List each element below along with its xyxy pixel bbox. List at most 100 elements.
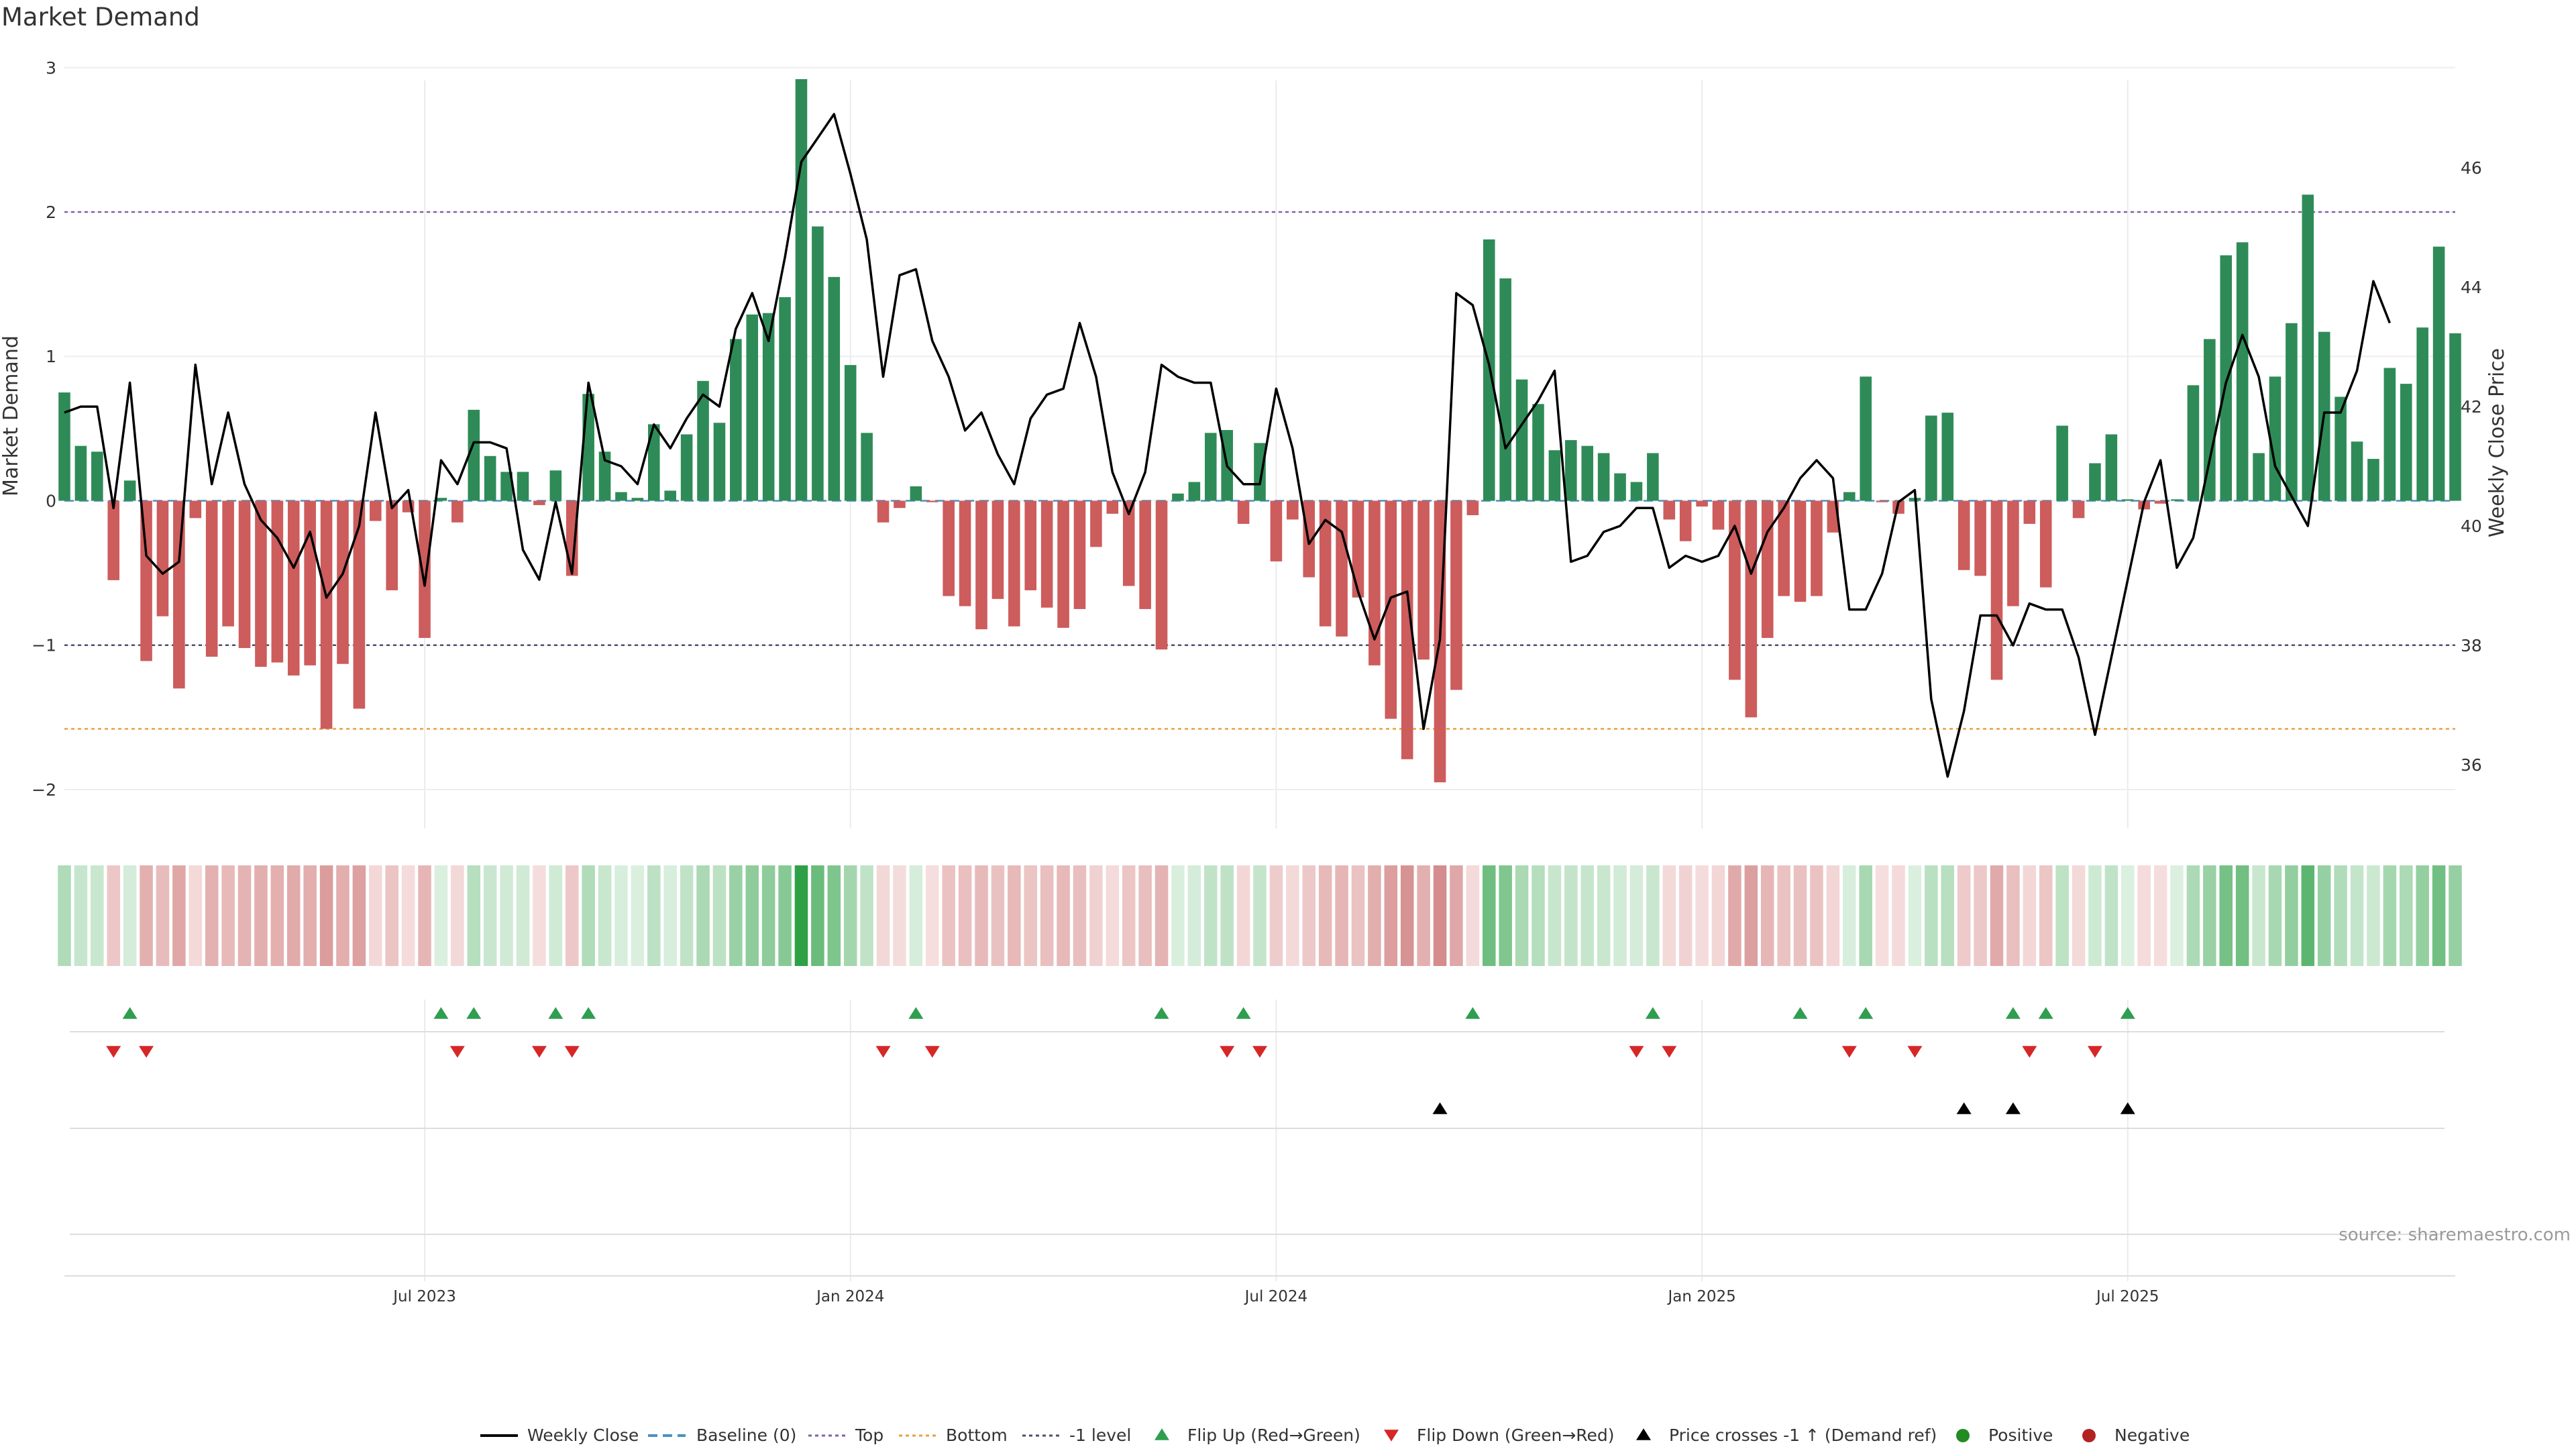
- y-tick-label: −2: [32, 780, 56, 800]
- demand-bar: [353, 500, 366, 709]
- flip-down-marker: [106, 1046, 121, 1058]
- demand-bar: [173, 500, 185, 689]
- heat-cell: [156, 865, 170, 966]
- demand-bar: [2105, 434, 2118, 501]
- heat-cell: [712, 865, 727, 966]
- heat-cell: [2072, 865, 2086, 966]
- demand-bar: [2007, 500, 2019, 606]
- demand-bar: [2416, 327, 2428, 501]
- demand-bar: [1974, 500, 1986, 576]
- demand-bar: [615, 492, 627, 501]
- demand-bar: [1254, 443, 1266, 501]
- flip-down-marker: [1907, 1046, 1923, 1058]
- heat-cell: [254, 865, 268, 966]
- demand-bar: [1712, 500, 1725, 530]
- flip-up-marker: [1465, 1007, 1481, 1019]
- heat-cell: [1138, 865, 1152, 966]
- flip-down-marker: [1662, 1046, 1677, 1058]
- demand-bar: [1597, 453, 1610, 501]
- legend-label: Weekly Close: [527, 1426, 639, 1445]
- demand-bar: [812, 226, 824, 501]
- heat-cell: [1351, 865, 1365, 966]
- heat-cell: [1580, 865, 1594, 966]
- close-price-line: [64, 113, 2392, 778]
- heat-cell: [140, 865, 153, 966]
- heat-cell: [1974, 865, 1987, 966]
- y2-tick-label: 46: [2461, 158, 2482, 178]
- demand-bar: [598, 451, 611, 501]
- demand-bar: [1417, 500, 1430, 660]
- demand-bar: [1811, 500, 1823, 596]
- demand-bar: [271, 500, 284, 663]
- demand-bar: [1565, 440, 1577, 501]
- demand-bar: [370, 500, 382, 521]
- y2-tick-label: 42: [2461, 397, 2482, 417]
- demand-bar: [386, 500, 398, 590]
- heat-cell: [2137, 865, 2151, 966]
- demand-bar: [680, 434, 693, 501]
- heat-cell: [1204, 865, 1218, 966]
- heat-cell: [2285, 865, 2298, 966]
- demand-bar: [1450, 500, 1462, 690]
- heat-cell: [2252, 865, 2265, 966]
- heat-cell: [1859, 865, 1872, 966]
- demand-bar: [337, 500, 349, 664]
- demand-bar: [1761, 500, 1774, 638]
- demand-bar: [2220, 255, 2233, 501]
- demand-bar: [1663, 500, 1676, 520]
- demand-heat-strip: [58, 865, 2462, 966]
- demand-bar: [1122, 500, 1135, 586]
- demand-bar: [1090, 500, 1102, 547]
- heat-cell: [451, 865, 464, 966]
- heat-cell: [1269, 865, 1283, 966]
- flip-up-marker: [466, 1007, 482, 1019]
- demand-bar: [795, 78, 808, 501]
- heat-cell: [319, 865, 333, 966]
- flip-up-marker: [548, 1007, 564, 1019]
- demand-bar: [926, 500, 938, 502]
- demand-bar: [549, 470, 562, 501]
- demand-bar: [861, 433, 873, 501]
- price-cross-marker: [1956, 1102, 1972, 1114]
- heat-cell: [1957, 865, 1971, 966]
- heat-cell: [2170, 865, 2184, 966]
- heat-cell: [385, 865, 398, 966]
- demand-bar: [435, 498, 447, 501]
- demand-bar: [1287, 500, 1299, 520]
- demand-bar: [762, 313, 775, 501]
- demand-bar: [2367, 459, 2379, 501]
- heat-cell: [1286, 865, 1299, 966]
- source-note: source: sharemaestro.com: [2339, 1225, 2571, 1245]
- heat-cell: [2039, 865, 2053, 966]
- demand-bar: [877, 500, 890, 523]
- demand-bar: [1679, 500, 1692, 541]
- heat-cell: [582, 865, 595, 966]
- flip-up-marker: [1792, 1007, 1808, 1019]
- y2-tick-label: 36: [2461, 755, 2482, 775]
- flip-down-marker: [2022, 1046, 2037, 1058]
- demand-bar: [1532, 404, 1544, 501]
- legend-label: Top: [855, 1426, 883, 1445]
- heat-cell: [1908, 865, 1922, 966]
- heat-cell: [1024, 865, 1038, 966]
- heat-cell: [1057, 865, 1070, 966]
- heat-cell: [467, 865, 481, 966]
- flip-up-marker: [581, 1007, 596, 1019]
- price-cross-swatch: [1636, 1428, 1651, 1440]
- demand-bar: [1401, 500, 1413, 759]
- demand-bar: [648, 424, 660, 501]
- x-tick-label: Jul 2023: [392, 1288, 456, 1305]
- heat-cell: [2235, 865, 2249, 966]
- heat-cell: [2186, 865, 2200, 966]
- y2-tick-label: 38: [2461, 636, 2482, 655]
- demand-bar: [2023, 500, 2036, 524]
- weekly-close-line: [64, 113, 2392, 778]
- heat-cell: [352, 865, 366, 966]
- heat-cell: [2449, 865, 2462, 966]
- x-axis-ticks: Jul 2023 Jan 2024 Jul 2024 Jan 2025 Jul 2025: [392, 1288, 2159, 1305]
- demand-bar: [2400, 384, 2412, 501]
- heat-cell: [2268, 865, 2282, 966]
- legend-label: Bottom: [946, 1426, 1008, 1445]
- demand-bar: [1876, 500, 1888, 502]
- heat-cell: [1450, 865, 1463, 966]
